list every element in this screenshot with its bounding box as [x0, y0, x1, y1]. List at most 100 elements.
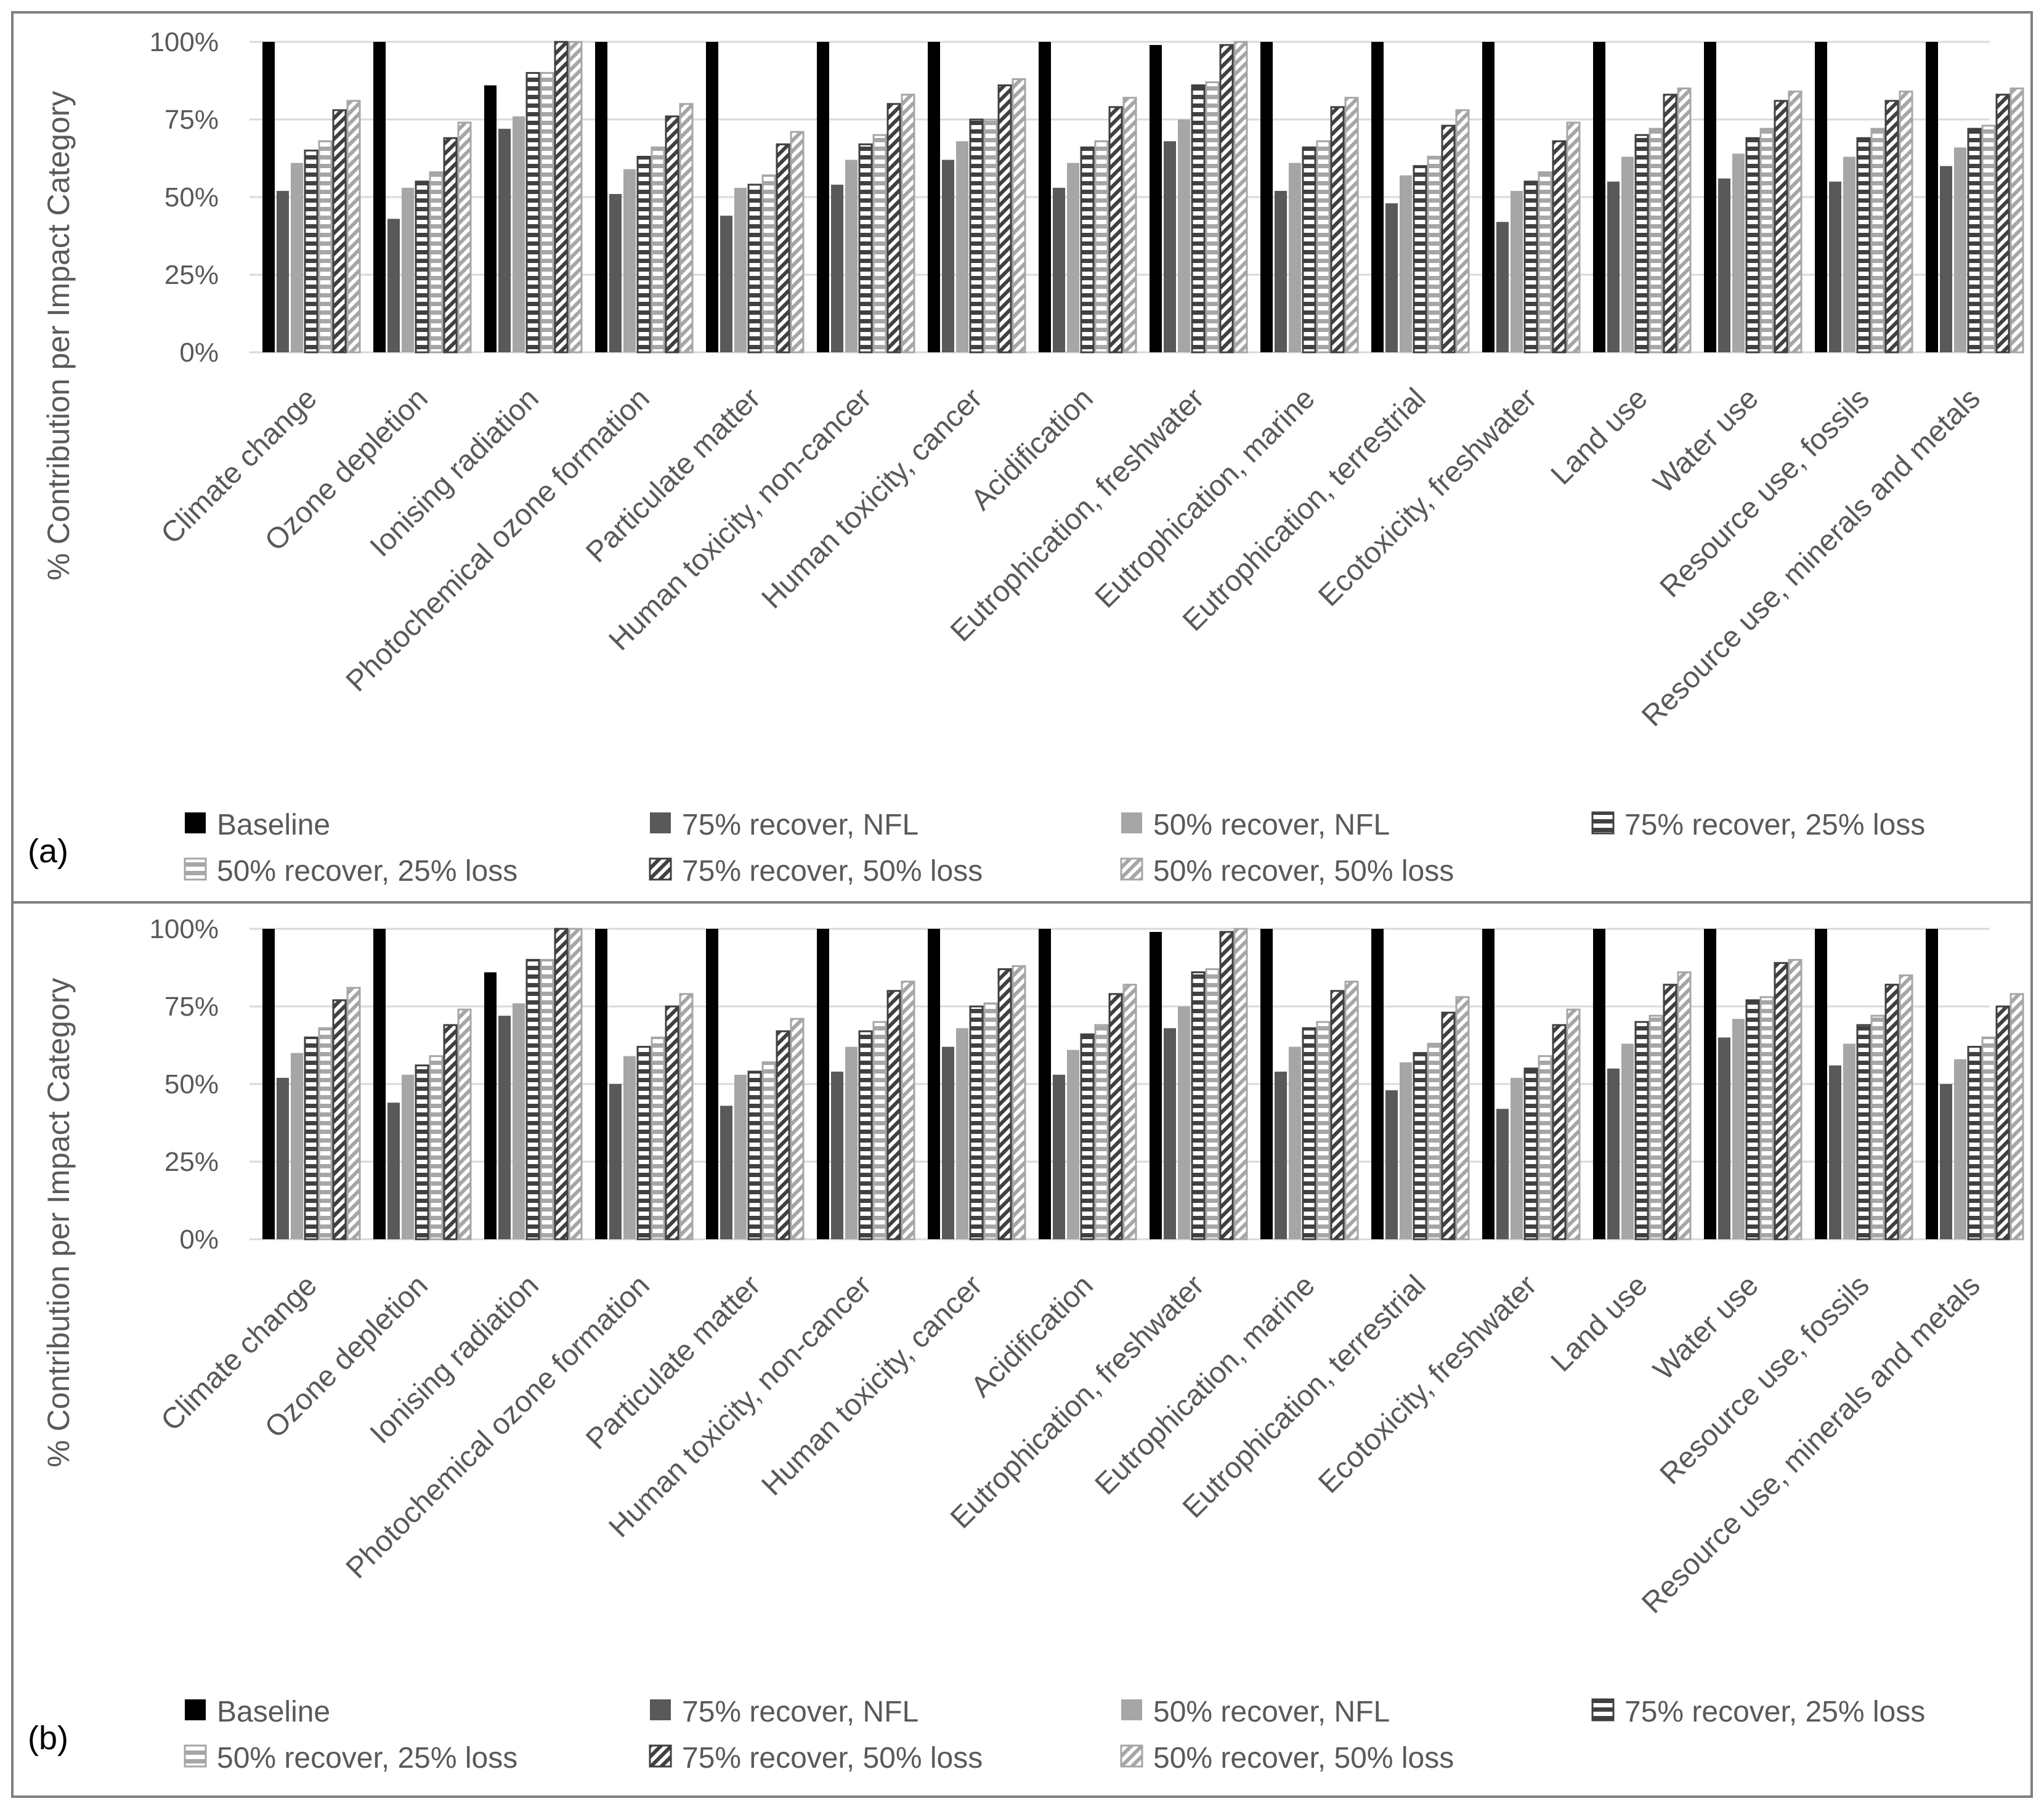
bar-50-recover-50-loss-human-toxicity-cancer	[1012, 78, 1026, 354]
bar-50-recover-50-loss-climate-change	[346, 987, 361, 1240]
bar-75-recover-nfl-ionising-radiation	[498, 129, 511, 352]
y-tick-label: 75%	[164, 105, 219, 135]
bar-75-recover-25-loss-resource-use-minerals-and-metals	[1967, 127, 1982, 354]
y-tick-label: 100%	[149, 914, 219, 944]
bar-50-recover-25-loss-human-toxicity-cancer	[983, 118, 998, 354]
bar-75-recover-25-loss-climate-change	[304, 1036, 318, 1240]
bar-50-recover-25-loss-acidification	[1094, 1024, 1109, 1240]
bar-75-recover-nfl-climate-change	[277, 1077, 289, 1239]
bar-75-recover-25-loss-ecotoxicity-freshwater	[1523, 180, 1538, 354]
y-tick-label: 0%	[179, 1224, 219, 1255]
bar-75-recover-50-loss-ionising-radiation	[554, 41, 569, 354]
bar-50-recover-nfl-eutrophication-terrestrial	[1400, 1062, 1412, 1239]
bar-50-recover-nfl-resource-use-minerals-and-metals	[1954, 147, 1966, 353]
bar-50-recover-nfl-climate-change	[291, 1053, 303, 1239]
bar-75-recover-25-loss-ozone-depletion	[415, 1064, 429, 1240]
bar-50-recover-nfl-human-toxicity-cancer	[956, 1028, 968, 1239]
bar-75-recover-nfl-eutrophication-freshwater	[1164, 141, 1176, 352]
bar-50-recover-25-loss-water-use	[1759, 996, 1774, 1240]
bar-75-recover-50-loss-ozone-depletion	[443, 1024, 458, 1240]
bar-75-recover-25-loss-particulate-matter	[747, 184, 762, 354]
bar-75-recover-25-loss-ionising-radiation	[525, 958, 540, 1240]
bar-50-recover-50-loss-resource-use-minerals-and-metals	[2010, 87, 2024, 354]
bar-baseline-resource-use-fossils	[1815, 929, 1827, 1239]
bar-baseline-resource-use-fossils	[1815, 42, 1827, 352]
bar-baseline-human-toxicity-non-cancer	[817, 42, 829, 352]
bar-50-recover-50-loss-resource-use-minerals-and-metals	[2010, 993, 2024, 1240]
bar-75-recover-nfl-human-toxicity-non-cancer	[831, 1071, 843, 1239]
bar-75-recover-nfl-human-toxicity-cancer	[942, 160, 954, 352]
bar-50-recover-50-loss-water-use	[1788, 91, 1803, 354]
bar-baseline-water-use	[1704, 929, 1716, 1239]
bar-50-recover-25-loss-human-toxicity-non-cancer	[872, 134, 887, 354]
bar-75-recover-50-loss-water-use	[1774, 961, 1788, 1240]
legend-label: 50% recover, 25% loss	[217, 1742, 517, 1775]
bar-50-recover-25-loss-ozone-depletion	[429, 171, 444, 354]
legend-swatch-50-recover-nfl	[1121, 1699, 1142, 1720]
bar-baseline-climate-change	[262, 929, 275, 1239]
bar-50-recover-50-loss-ozone-depletion	[457, 1008, 472, 1240]
bar-75-recover-25-loss-photochemical-ozone-formation	[636, 1046, 651, 1240]
bar-baseline-human-toxicity-cancer	[928, 929, 940, 1239]
legend-label: 75% recover, NFL	[682, 809, 919, 841]
bar-75-recover-50-loss-photochemical-ozone-formation	[665, 1005, 679, 1240]
legend-label: 75% recover, NFL	[682, 1696, 919, 1728]
y-tick-label: 50%	[164, 1069, 219, 1099]
bar-baseline-particulate-matter	[706, 929, 718, 1239]
bar-50-recover-50-loss-acidification	[1122, 984, 1137, 1240]
bar-75-recover-25-loss-water-use	[1745, 137, 1760, 354]
bar-50-recover-25-loss-ionising-radiation	[540, 71, 554, 354]
bar-75-recover-25-loss-resource-use-minerals-and-metals	[1967, 1046, 1982, 1240]
bar-75-recover-25-loss-ozone-depletion	[415, 180, 429, 354]
bar-75-recover-25-loss-eutrophication-freshwater	[1191, 971, 1206, 1240]
legend-swatch-50-recover-50-loss	[1120, 857, 1143, 881]
bar-75-recover-25-loss-resource-use-fossils	[1856, 1024, 1871, 1240]
bar-50-recover-50-loss-ionising-radiation	[568, 41, 583, 354]
y-axis-title: % Contribution per Impact Category	[41, 91, 76, 581]
bar-50-recover-25-loss-resource-use-minerals-and-metals	[1981, 124, 1996, 354]
bar-50-recover-25-loss-climate-change	[318, 140, 333, 354]
bar-50-recover-nfl-eutrophication-freshwater	[1178, 119, 1190, 352]
bar-baseline-ozone-depletion	[373, 929, 386, 1239]
panel-label: (a)	[28, 833, 68, 870]
bar-50-recover-nfl-ionising-radiation	[513, 1003, 525, 1239]
bar-75-recover-25-loss-human-toxicity-non-cancer	[858, 1030, 873, 1240]
y-tick-label: 50%	[164, 182, 219, 212]
bar-50-recover-25-loss-climate-change	[318, 1027, 333, 1240]
bar-75-recover-nfl-land-use	[1607, 1068, 1620, 1239]
legend-swatch-50-recover-25-loss	[184, 857, 207, 881]
bar-50-recover-50-loss-eutrophication-terrestrial	[1455, 109, 1470, 354]
bar-75-recover-25-loss-ecotoxicity-freshwater	[1523, 1067, 1538, 1240]
legend-swatch-75-recover-25-loss	[1591, 811, 1615, 835]
bar-75-recover-nfl-eutrophication-marine	[1275, 1071, 1287, 1239]
bar-75-recover-nfl-eutrophication-terrestrial	[1385, 1090, 1398, 1239]
bar-baseline-eutrophication-marine	[1260, 42, 1273, 352]
bar-75-recover-50-loss-eutrophication-terrestrial	[1441, 124, 1456, 354]
bar-50-recover-25-loss-eutrophication-freshwater	[1205, 81, 1220, 354]
bar-50-recover-25-loss-eutrophication-freshwater	[1205, 968, 1220, 1240]
legend-label: 75% recover, 25% loss	[1624, 809, 1925, 841]
bar-baseline-water-use	[1704, 42, 1716, 352]
bar-50-recover-25-loss-ozone-depletion	[429, 1055, 444, 1240]
legend-swatch-75-recover-50-loss	[649, 1744, 672, 1768]
bar-50-recover-25-loss-resource-use-fossils	[1870, 127, 1885, 354]
bar-75-recover-nfl-ionising-radiation	[498, 1016, 511, 1239]
bar-75-recover-25-loss-land-use	[1634, 134, 1649, 354]
legend-label: 50% recover, NFL	[1153, 809, 1390, 841]
bar-50-recover-25-loss-ionising-radiation	[540, 958, 554, 1240]
bar-baseline-eutrophication-freshwater	[1150, 932, 1162, 1239]
bar-75-recover-25-loss-water-use	[1745, 999, 1760, 1240]
y-tick-label: 25%	[164, 260, 219, 290]
bar-50-recover-25-loss-land-use	[1649, 1014, 1663, 1240]
bar-50-recover-50-loss-climate-change	[346, 100, 361, 354]
bar-75-recover-nfl-photochemical-ozone-formation	[609, 193, 622, 352]
bar-75-recover-50-loss-ecotoxicity-freshwater	[1552, 140, 1567, 354]
bar-50-recover-nfl-human-toxicity-non-cancer	[845, 160, 858, 352]
bar-50-recover-nfl-resource-use-fossils	[1843, 156, 1855, 353]
bar-75-recover-nfl-particulate-matter	[720, 1106, 732, 1239]
legend-label: 75% recover, 50% loss	[682, 1742, 983, 1775]
legend-swatch-50-recover-nfl	[1121, 812, 1142, 833]
bar-75-recover-25-loss-acidification	[1080, 146, 1095, 354]
y-tick-label: 75%	[164, 992, 219, 1022]
